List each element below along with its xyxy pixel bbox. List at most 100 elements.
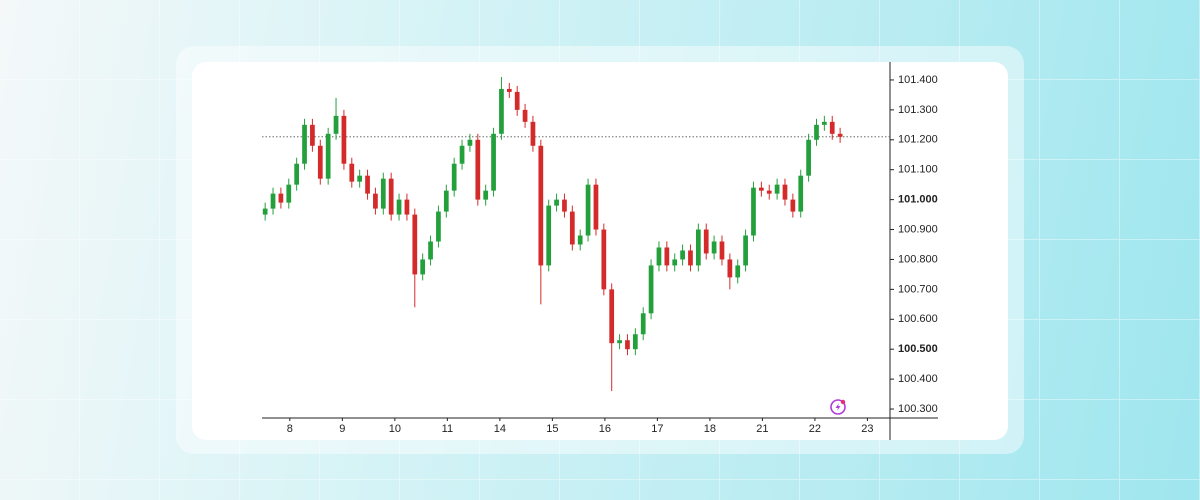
x-tick-label: 16 xyxy=(599,423,611,435)
x-tick-label: 18 xyxy=(704,423,716,435)
candle-body xyxy=(491,133,496,191)
x-tick-label: 10 xyxy=(389,423,401,435)
candle-body xyxy=(751,187,756,236)
x-tick-label: 9 xyxy=(339,423,345,435)
candle-body xyxy=(711,241,717,254)
candle-body xyxy=(727,259,733,278)
candle-body xyxy=(680,250,685,260)
y-tick-label: 100.800 xyxy=(898,253,938,265)
candle-body xyxy=(499,88,504,134)
candle-body xyxy=(569,211,575,245)
x-tick-label: 15 xyxy=(546,423,558,435)
candle-body xyxy=(522,109,528,122)
candle-body xyxy=(758,187,764,191)
candle-body xyxy=(333,115,339,134)
x-tick-label: 23 xyxy=(861,423,873,435)
y-tick-label: 101.100 xyxy=(898,164,938,176)
candle-body xyxy=(625,340,630,350)
candle-body xyxy=(814,124,819,140)
candle-body xyxy=(475,139,481,200)
candle-body xyxy=(357,175,363,182)
candle-body xyxy=(302,124,307,164)
x-tick-label: 22 xyxy=(809,423,821,435)
candle-body xyxy=(837,133,843,137)
candle-body xyxy=(672,259,678,266)
candle-body xyxy=(585,184,591,236)
candle-body xyxy=(538,145,544,266)
y-tick-label: 100.300 xyxy=(898,403,938,415)
candle-body xyxy=(341,115,347,164)
candle-body xyxy=(735,265,741,278)
candle-body xyxy=(743,235,748,266)
x-tick-label: 17 xyxy=(651,423,663,435)
candle-body xyxy=(412,214,418,275)
candle-body xyxy=(294,163,300,185)
candle-body xyxy=(443,190,449,212)
candle-body xyxy=(365,175,370,194)
candle-body xyxy=(451,163,457,191)
x-tick-label: 8 xyxy=(287,423,293,435)
candle-body xyxy=(262,208,268,215)
candle-body xyxy=(396,199,402,215)
candle-body xyxy=(459,145,465,164)
candle-body xyxy=(695,229,701,266)
candle-body xyxy=(719,241,725,260)
candle-body xyxy=(664,247,670,266)
candle-body xyxy=(806,139,811,176)
candle-body xyxy=(420,259,426,275)
candle-body xyxy=(278,193,284,203)
candle-body xyxy=(286,184,292,203)
candle-body xyxy=(467,139,473,146)
candle-body xyxy=(648,265,654,314)
candle-body xyxy=(483,190,489,200)
candle-body xyxy=(822,121,827,125)
y-tick-label: 101.000 xyxy=(898,194,938,206)
y-tick-label: 100.900 xyxy=(898,223,938,235)
candle-body xyxy=(766,190,772,194)
candle-body xyxy=(688,250,693,266)
candle-body xyxy=(506,88,512,92)
candle-body xyxy=(703,229,709,254)
candle-body xyxy=(798,175,804,212)
candle-body xyxy=(310,124,315,146)
candle-body xyxy=(577,235,583,245)
y-tick-label: 100.500 xyxy=(898,343,938,355)
y-tick-label: 100.400 xyxy=(898,373,938,385)
candle-body xyxy=(829,121,835,134)
candle-body xyxy=(436,211,441,242)
candle-body xyxy=(601,229,607,290)
candle-body xyxy=(325,133,331,179)
y-tick-label: 101.300 xyxy=(898,104,938,116)
candle-body xyxy=(617,340,622,344)
candle-body xyxy=(349,163,355,182)
candle-body xyxy=(530,121,536,146)
candle-body xyxy=(546,205,552,266)
candle-body xyxy=(640,313,646,335)
candle-body xyxy=(270,193,276,209)
card xyxy=(192,62,1008,440)
candle-body xyxy=(317,145,323,179)
candle-body xyxy=(373,193,378,209)
candle-body xyxy=(380,178,386,209)
candle-body xyxy=(609,289,615,344)
y-tick-label: 100.700 xyxy=(898,283,938,295)
candle-body xyxy=(632,334,638,350)
candle-body xyxy=(514,91,520,110)
x-tick-label: 14 xyxy=(494,423,506,435)
x-tick-label: 21 xyxy=(756,423,768,435)
candle-body xyxy=(790,199,796,212)
candle-body xyxy=(388,178,394,215)
candle-body xyxy=(562,199,567,212)
candle-body xyxy=(774,184,780,194)
candle-body xyxy=(554,199,559,206)
candle-body xyxy=(782,184,788,200)
candle-body xyxy=(404,199,410,215)
candle-body xyxy=(593,184,599,230)
x-tick-label: 11 xyxy=(442,423,453,435)
y-tick-label: 101.400 xyxy=(898,74,938,86)
candle-body xyxy=(428,241,433,260)
logo-icon xyxy=(830,399,846,415)
candle-body xyxy=(656,247,662,266)
